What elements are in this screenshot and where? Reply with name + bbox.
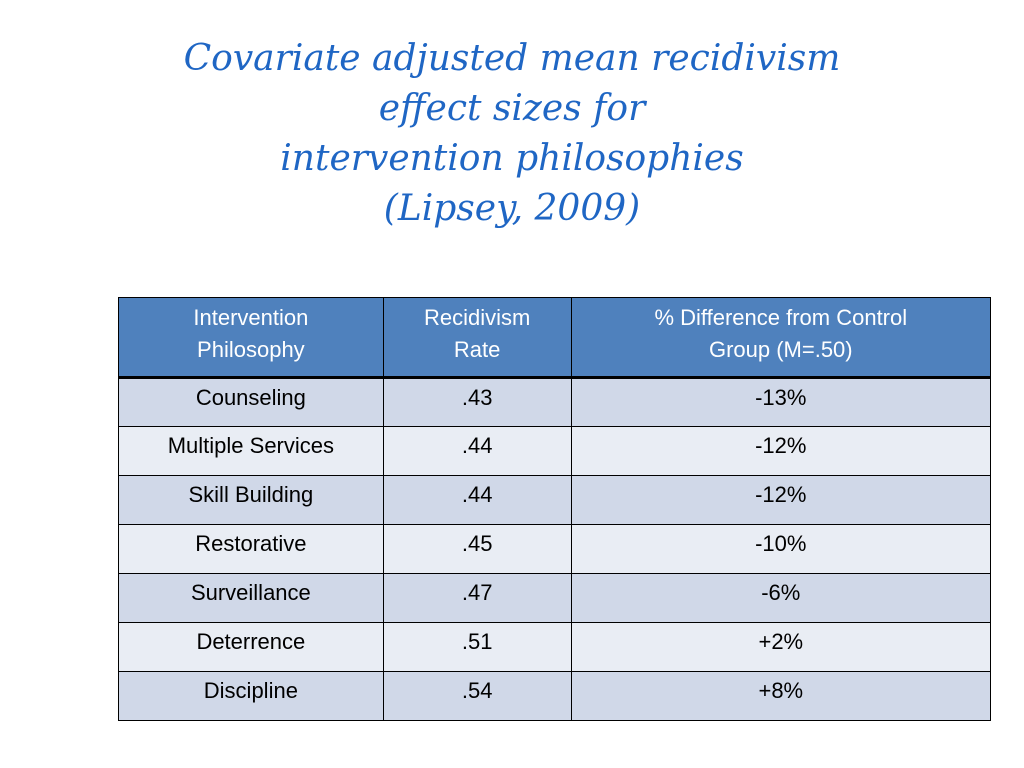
cell-rate: .45 [382, 524, 572, 574]
header-percent-difference: % Difference from Control Group (M=.50) [570, 297, 992, 379]
table-row: Deterrence .51 +2% [118, 622, 992, 672]
table-row: Restorative .45 -10% [118, 524, 992, 574]
cell-rate: .51 [382, 622, 572, 672]
table-header-row: Intervention Philosophy Recidivism Rate … [118, 297, 992, 379]
cell-difference: -13% [570, 377, 992, 427]
cell-difference: -12% [570, 475, 992, 525]
cell-philosophy: Surveillance [118, 573, 384, 623]
cell-philosophy: Multiple Services [118, 426, 384, 476]
title-line-2: effect sizes for [378, 88, 646, 129]
cell-rate: .54 [382, 671, 572, 721]
cell-philosophy: Deterrence [118, 622, 384, 672]
table-row: Discipline .54 +8% [118, 671, 992, 721]
title-line-1: Covariate adjusted mean recidivism [183, 38, 841, 79]
title-line-4: (Lipsey, 2009) [383, 188, 641, 229]
cell-difference: -10% [570, 524, 992, 574]
table-row: Multiple Services .44 -12% [118, 426, 992, 476]
cell-philosophy: Skill Building [118, 475, 384, 525]
cell-philosophy: Counseling [118, 377, 384, 427]
cell-rate: .43 [382, 377, 572, 427]
title-line-3: intervention philosophies [280, 138, 744, 179]
table-row: Counseling .43 -13% [118, 377, 992, 427]
table-row: Surveillance .47 -6% [118, 573, 992, 623]
cell-difference: -12% [570, 426, 992, 476]
cell-philosophy: Discipline [118, 671, 384, 721]
cell-difference: -6% [570, 573, 992, 623]
cell-rate: .44 [382, 475, 572, 525]
cell-rate: .47 [382, 573, 572, 623]
table-row: Skill Building .44 -12% [118, 475, 992, 525]
cell-difference: +2% [570, 622, 992, 672]
cell-philosophy: Restorative [118, 524, 384, 574]
slide-title: Covariate adjusted mean recidivism effec… [0, 34, 1024, 234]
recidivism-table: Intervention Philosophy Recidivism Rate … [118, 297, 992, 721]
cell-rate: .44 [382, 426, 572, 476]
cell-difference: +8% [570, 671, 992, 721]
header-recidivism-rate: Recidivism Rate [382, 297, 572, 379]
header-intervention-philosophy: Intervention Philosophy [118, 297, 384, 379]
